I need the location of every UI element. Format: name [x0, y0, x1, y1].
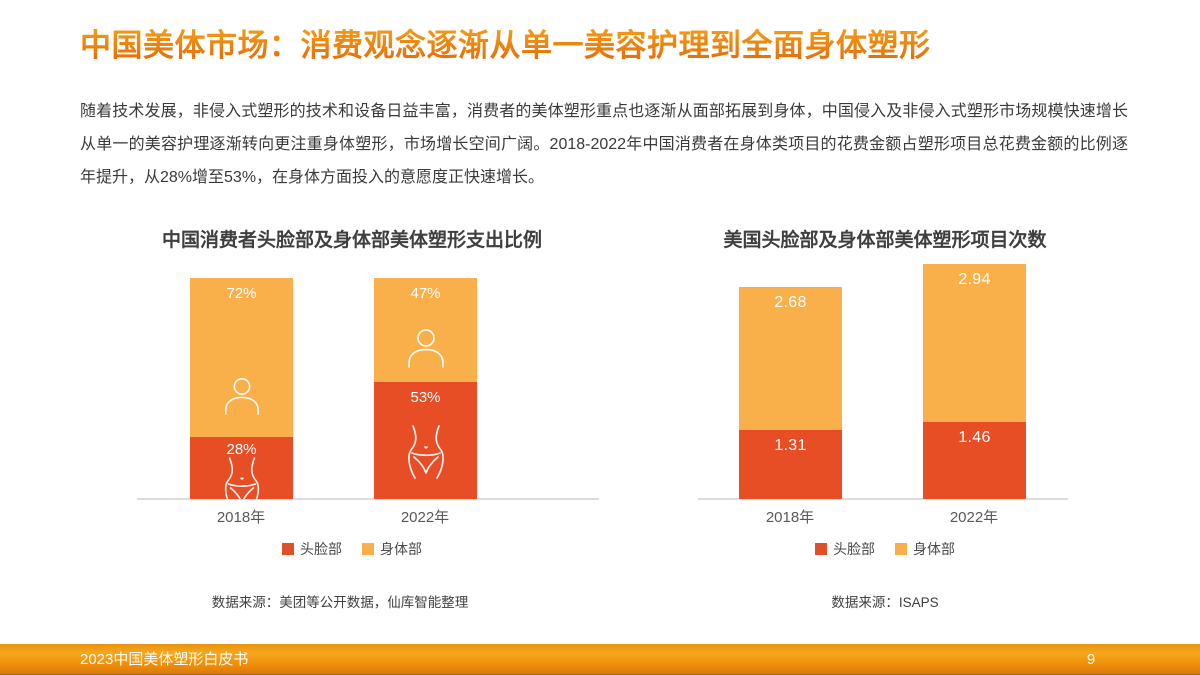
x-axis-label: 2018年: [216, 509, 266, 526]
x-axis-label: 2018年: [765, 509, 815, 526]
legend-label: 身体部: [913, 541, 955, 557]
bar-value-label: 72%: [226, 285, 257, 302]
legend-swatch-body: [895, 543, 907, 555]
footer-title: 2023中国美体塑形白皮书: [80, 651, 249, 668]
x-axis-label: 2022年: [400, 509, 450, 526]
x-axis-label: 2022年: [949, 509, 999, 526]
source-note: 数据来源：ISAPS: [831, 595, 939, 610]
bar-segment-face: 53%: [374, 382, 477, 499]
body-waist-icon: [221, 456, 263, 499]
chart-title: 中国消费者头脸部及身体部美体塑形支出比例: [161, 230, 542, 251]
x-axis-line: [137, 498, 599, 500]
legend: 头脸部 身体部: [690, 539, 1080, 559]
person-bust-icon: [402, 327, 450, 376]
chart-us-procedure-counts: 美国头脸部及身体部美体塑形项目次数 2.68 1.31 2.94 1.46 20…: [690, 225, 1160, 625]
legend-label: 头脸部: [833, 541, 875, 557]
x-axis-line: [698, 498, 1068, 500]
legend-item-face: 头脸部: [282, 539, 342, 559]
bar-segment-body: 47%: [374, 278, 477, 382]
legend-swatch-face: [815, 543, 827, 555]
bar-2018: 2.68 1.31: [739, 287, 842, 499]
footer-bar: 2023中国美体塑形白皮书 9: [0, 644, 1200, 675]
body-waist-icon: [404, 424, 448, 487]
source-note: 数据来源：美团等公开数据，仙库智能整理: [211, 595, 469, 610]
legend-swatch-body: [362, 543, 374, 555]
chart-china-spend-share: 中国消费者头脸部及身体部美体塑形支出比例 72% 28%: [130, 225, 600, 625]
bar-value-label: 2.68: [774, 294, 807, 311]
bar-segment-face: 1.31: [739, 430, 842, 499]
bar-value-label: 1.46: [958, 429, 991, 446]
bar-value-label: 2.94: [958, 271, 991, 288]
bar-2022: 2.94 1.46: [923, 264, 1026, 499]
bar-value-label: 28%: [226, 441, 257, 458]
legend: 头脸部 身体部: [130, 539, 574, 559]
legend-label: 头脸部: [300, 541, 342, 557]
page-title: 中国美体市场：消费观念逐渐从单一美容护理到全面身体塑形: [80, 20, 1140, 65]
page-number: 9: [1086, 651, 1096, 668]
bar-value-label: 47%: [410, 285, 441, 302]
person-bust-icon: [219, 376, 265, 423]
bar-value-label: 1.31: [774, 437, 807, 454]
legend-item-body: 身体部: [895, 539, 955, 559]
legend-item-face: 头脸部: [815, 539, 875, 559]
bar-2018: 72% 28%: [190, 278, 293, 499]
bar-2022: 47% 53%: [374, 278, 477, 499]
intro-paragraph: 随着技术发展，非侵入式塑形的技术和设备日益丰富，消费者的美体塑形重点也逐渐从面部…: [80, 103, 1128, 186]
legend-label: 身体部: [380, 541, 422, 557]
bar-segment-face: 1.46: [923, 422, 1026, 499]
legend-swatch-face: [282, 543, 294, 555]
legend-item-body: 身体部: [362, 539, 422, 559]
bar-segment-body: 72%: [190, 278, 293, 437]
bar-segment-body: 2.94: [923, 264, 1026, 422]
chart-title: 美国头脸部及身体部美体塑形项目次数: [723, 230, 1047, 251]
bar-segment-body: 2.68: [739, 287, 842, 430]
bar-segment-face: 28%: [190, 437, 293, 499]
bar-value-label: 53%: [410, 389, 441, 406]
